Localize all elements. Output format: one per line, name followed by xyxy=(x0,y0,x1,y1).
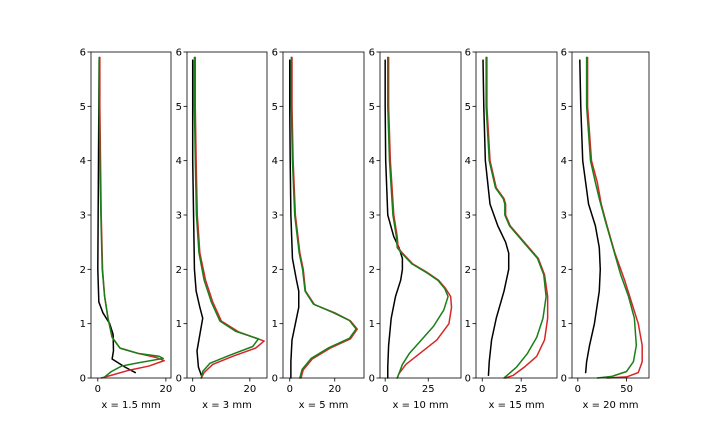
y-tick-label: 4 xyxy=(369,156,375,167)
series-line-1 xyxy=(384,59,404,379)
y-tick-label: 1 xyxy=(369,319,375,330)
y-tick-label: 4 xyxy=(561,156,567,167)
y-tick-label: 1 xyxy=(561,319,567,330)
axes-frame xyxy=(90,51,172,379)
y-tick-label: 0 xyxy=(465,374,471,385)
y-tick-label: 2 xyxy=(272,265,278,276)
y-tick-label: 3 xyxy=(80,211,86,222)
y-tick-label: 1 xyxy=(176,319,182,330)
x-axis-label: x = 5 mm xyxy=(299,400,349,411)
x-axis-label: x = 1.5 mm xyxy=(101,400,160,411)
y-tick-label: 0 xyxy=(369,374,375,385)
y-tick-label: 1 xyxy=(272,319,278,330)
panel-3: 0 1 2 3 4 5 6 0 20 x = 5 mm xyxy=(272,48,365,411)
x-tick-label: 0 xyxy=(479,384,485,395)
x-tick-label: 50 xyxy=(620,384,633,395)
series-line-2 xyxy=(586,56,643,379)
y-tick-label: 3 xyxy=(465,211,471,222)
y-tick-label: 4 xyxy=(80,156,86,167)
series-line-2 xyxy=(194,56,265,379)
series-line-2 xyxy=(291,56,358,379)
y-tick-label: 6 xyxy=(561,48,567,59)
y-tick-label: 0 xyxy=(561,374,567,385)
panel-5: 0 1 2 3 4 5 6 0 25 x = 15 mm xyxy=(465,48,558,411)
series-line-3 xyxy=(193,56,260,379)
y-tick-label: 3 xyxy=(272,211,278,222)
axes-frame xyxy=(475,51,558,379)
x-tick-label: 20 xyxy=(160,384,173,395)
series-line-2 xyxy=(387,56,453,379)
panel-4: 0 1 2 3 4 5 6 0 25 x = 10 mm xyxy=(369,48,462,411)
series-line-3 xyxy=(387,56,449,379)
y-tick-label: 6 xyxy=(176,48,182,59)
y-tick-label: 3 xyxy=(561,211,567,222)
x-tick-label: 0 xyxy=(190,384,196,395)
x-axis-label: x = 15 mm xyxy=(488,400,544,411)
y-tick-label: 6 xyxy=(369,48,375,59)
x-tick-label: 0 xyxy=(382,384,388,395)
y-tick-label: 4 xyxy=(176,156,182,167)
series-line-2 xyxy=(99,56,165,379)
series-line-1 xyxy=(191,59,204,377)
x-axis-label: x = 10 mm xyxy=(392,400,448,411)
y-tick-label: 5 xyxy=(369,102,375,113)
panel-1: 0 1 2 3 4 5 6 0 20x = 1.5 mm xyxy=(80,48,173,412)
axes-frame xyxy=(379,51,462,379)
panel-6: 0 1 2 3 4 5 6 0 50 x = 20 mm xyxy=(561,48,650,411)
y-tick-label: 6 xyxy=(272,48,278,59)
y-tick-label: 2 xyxy=(561,265,567,276)
x-tick-label: 0 xyxy=(575,384,581,395)
axes-frame xyxy=(571,51,650,379)
series-line-1 xyxy=(482,59,510,377)
y-tick-label: 3 xyxy=(176,211,182,222)
y-tick-label: 5 xyxy=(561,102,567,113)
x-tick-label: 0 xyxy=(287,384,293,395)
x-axis-label: x = 3 mm xyxy=(202,400,252,411)
y-tick-label: 2 xyxy=(80,265,86,276)
y-tick-label: 3 xyxy=(369,211,375,222)
panel-2: 0 1 2 3 4 5 6 0 20 x = 3 mm xyxy=(176,48,268,411)
x-axis-label: x = 20 mm xyxy=(582,400,638,411)
axes-frame xyxy=(186,51,268,379)
y-tick-label: 2 xyxy=(369,265,375,276)
x-tick-label: 25 xyxy=(515,384,528,395)
x-tick-label: 20 xyxy=(243,384,256,395)
y-tick-label: 0 xyxy=(176,374,182,385)
y-tick-label: 0 xyxy=(80,374,86,385)
y-tick-label: 2 xyxy=(176,265,182,276)
series-line-3 xyxy=(98,56,164,378)
y-tick-label: 4 xyxy=(272,156,278,167)
series-line-1 xyxy=(579,59,602,374)
x-tick-label: 20 xyxy=(328,384,341,395)
y-tick-label: 4 xyxy=(465,156,471,167)
y-tick-label: 0 xyxy=(272,374,278,385)
series-line-1 xyxy=(289,59,300,379)
y-tick-label: 1 xyxy=(80,319,86,330)
series-line-3 xyxy=(585,56,638,379)
y-tick-label: 6 xyxy=(465,48,471,59)
y-tick-label: 5 xyxy=(272,102,278,113)
series-line-3 xyxy=(485,56,547,379)
series-line-3 xyxy=(290,56,357,379)
y-tick-label: 5 xyxy=(176,102,182,113)
series-line-1 xyxy=(97,59,137,374)
y-tick-label: 2 xyxy=(465,265,471,276)
y-tick-label: 5 xyxy=(465,102,471,113)
y-tick-label: 1 xyxy=(465,319,471,330)
y-tick-label: 6 xyxy=(80,48,86,59)
x-tick-label: 25 xyxy=(422,384,435,395)
x-tick-label: 0 xyxy=(95,384,101,395)
y-tick-label: 5 xyxy=(80,102,86,113)
